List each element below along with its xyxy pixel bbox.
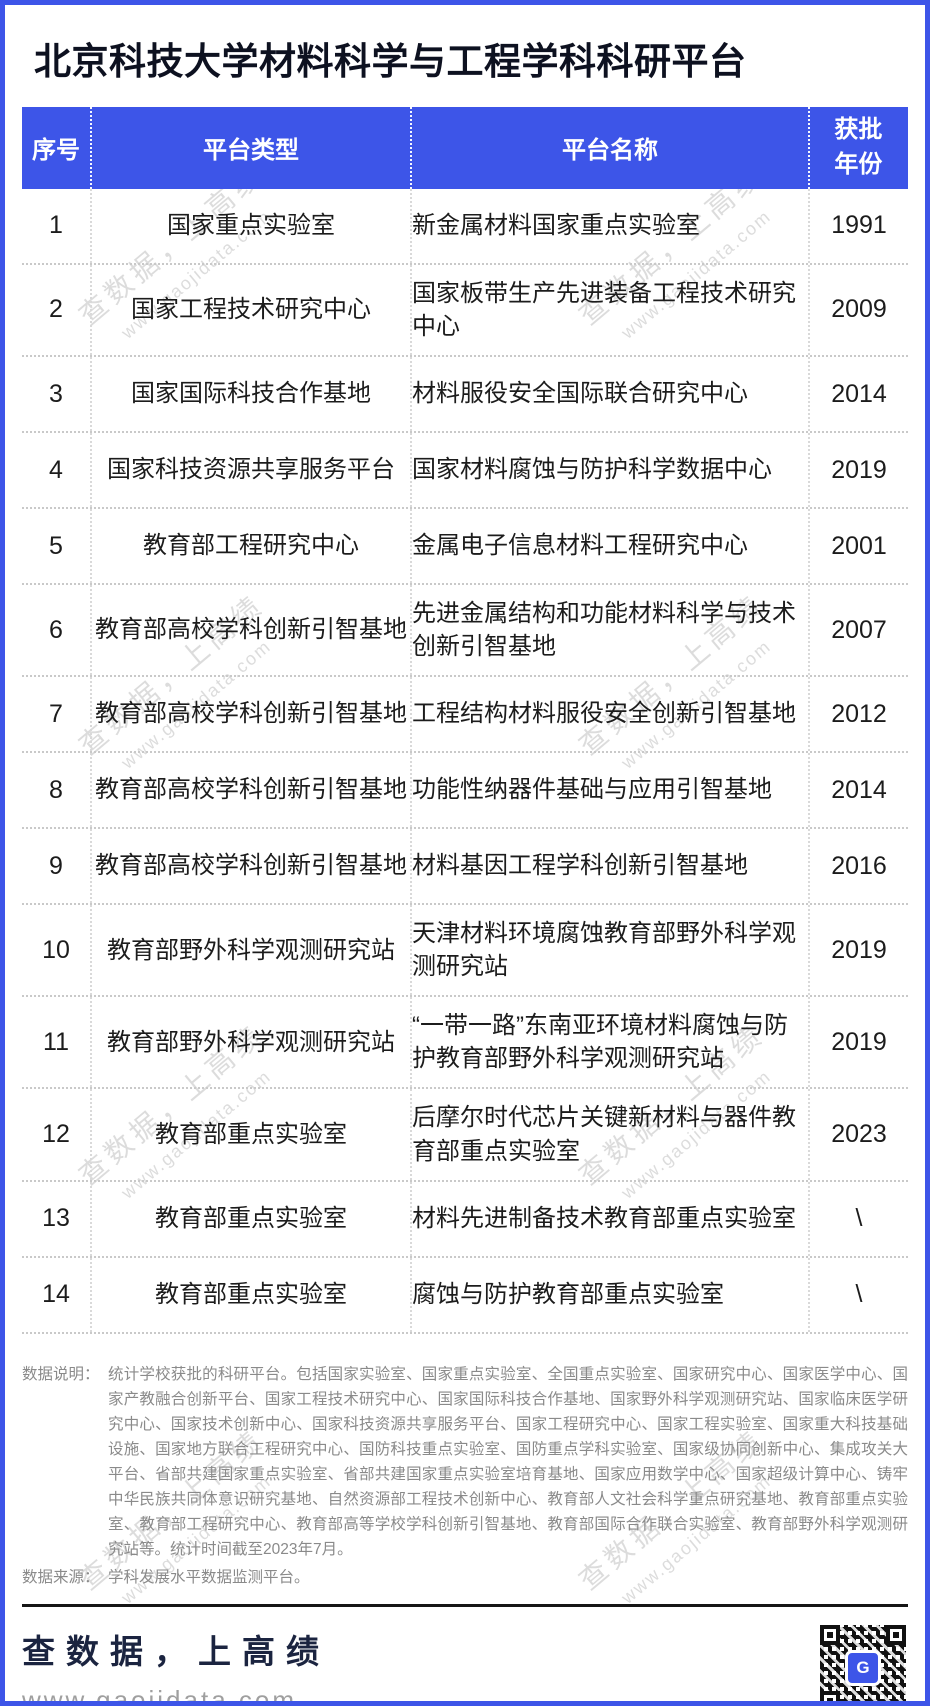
data-source-label: 数据来源： (22, 1568, 100, 1586)
footer: 查数据，上高绩 www.gaojidata.com G (22, 1603, 908, 1706)
table-row: 6 教育部高校学科创新引智基地 先进金属结构和功能材料科学与技术创新引智基地 2… (22, 584, 908, 678)
brand-block: 查数据，上高绩 www.gaojidata.com (22, 1625, 330, 1706)
table-row: 4 国家科技资源共享服务平台 国家材料腐蚀与防护科学数据中心 2019 (22, 432, 908, 509)
table-row: 7 教育部高校学科创新引智基地 工程结构材料服役安全创新引智基地 2012 (22, 677, 908, 754)
data-source-text: 学科发展水平数据监测平台。 (108, 1568, 310, 1586)
page-title: 北京科技大学材料科学与工程学科科研平台 (34, 41, 747, 82)
table-row: 10 教育部野外科学观测研究站 天津材料环境腐蚀教育部野外科学观测研究站 201… (22, 905, 908, 998)
table-header-row: 序号 平台类型 平台名称 获批年份 (22, 107, 908, 189)
table-row: 11 教育部野外科学观测研究站 “一带一路”东南亚环境材料腐蚀与防护教育部野外科… (22, 997, 908, 1090)
table-row: 14 教育部重点实验室 腐蚀与防护教育部重点实验室 \ (22, 1257, 908, 1334)
qr-finder-icon (886, 1624, 906, 1645)
research-platform-table: 序号 平台类型 平台名称 获批年份 1 国家重点实验室 新金属材料国家重点实验室… (22, 107, 908, 1334)
data-source-note: 数据来源： 学科发展水平数据监测平台。 (22, 1565, 908, 1590)
brand-website: www.gaojidata.com (22, 1684, 297, 1706)
table-row: 2 国家工程技术研究中心 国家板带生产先进装备工程技术研究中心 2009 (22, 264, 908, 357)
table-row: 1 国家重点实验室 新金属材料国家重点实验室 1991 (22, 188, 908, 265)
notes-block: 数据说明： 统计学校获批的科研平台。包括国家实验室、国家重点实验室、全国重点实验… (22, 1362, 908, 1590)
table-row: 13 教育部重点实验室 材料先进制备技术教育部重点实验室 \ (22, 1181, 908, 1258)
qr-finder-icon (820, 1624, 840, 1645)
data-description-label: 数据说明： (22, 1365, 100, 1383)
brand-logo-icon: G (845, 1649, 881, 1686)
header-year: 获批年份 (834, 116, 883, 178)
table-row: 9 教育部高校学科创新引智基地 材料基因工程学科创新引智基地 2016 (22, 829, 908, 906)
header-type: 平台类型 (92, 107, 412, 189)
header-name: 平台名称 (412, 107, 810, 189)
brand-slogan: 查数据，上高绩 (22, 1632, 330, 1670)
table-row: 3 国家国际科技合作基地 材料服役安全国际联合研究中心 2014 (22, 356, 908, 433)
data-description-note: 数据说明： 统计学校获批的科研平台。包括国家实验室、国家重点实验室、全国重点实验… (22, 1362, 908, 1562)
table-row: 12 教育部重点实验室 后摩尔时代芯片关键新材料与器件教育部重点实验室 2023 (22, 1089, 908, 1182)
data-description-text: 统计学校获批的科研平台。包括国家实验室、国家重点实验室、全国重点实验室、国家研究… (108, 1365, 908, 1558)
qr-finder-icon (820, 1690, 840, 1701)
table-row: 5 教育部工程研究中心 金属电子信息材料工程研究中心 2001 (22, 508, 908, 585)
table-row: 8 教育部高校学科创新引智基地 功能性纳器件基础与应用引智基地 2014 (22, 753, 908, 830)
header-no: 序号 (22, 107, 92, 189)
qr-code: G (820, 1624, 906, 1701)
